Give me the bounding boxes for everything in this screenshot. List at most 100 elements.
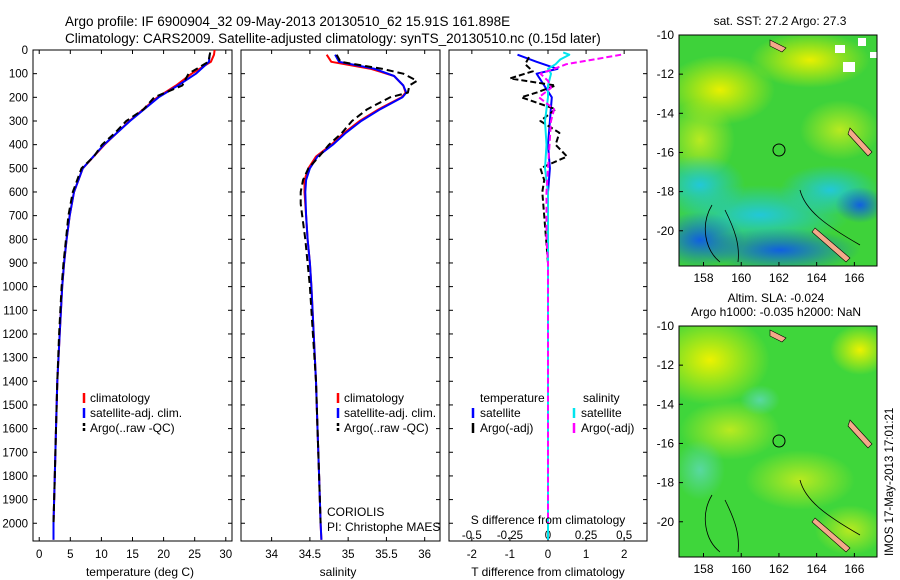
series-line-satellite-adj-clim bbox=[304, 54, 408, 540]
legend-label: Argo(..raw -QC) bbox=[344, 421, 429, 435]
series-line-satellite-adj-clim bbox=[52, 54, 211, 540]
salinity-profile-chart: 34 34.5 35 35.5 36 bbox=[265, 50, 431, 561]
series-line-salinity-satellite bbox=[544, 51, 571, 540]
depth-tick-label: 1300 bbox=[2, 353, 28, 365]
x-tick-label: 35 bbox=[342, 549, 355, 561]
legend-label: Argo(-adj) bbox=[480, 421, 533, 435]
s-tick-label: 0.25 bbox=[575, 530, 597, 542]
x-tick-label: 35.5 bbox=[375, 549, 397, 561]
difference-profile-chart: -2 -1 0 1 2-0.5 -0.25 0 0.25 0.5 bbox=[462, 50, 632, 561]
map-y-tick-label: -18 bbox=[657, 185, 675, 199]
legend-label: satellite-adj. clim. bbox=[344, 406, 436, 420]
depth-tick-label: 300 bbox=[9, 116, 28, 128]
difference-legend: temperature salinitysatelliteArgo(-adj)sa… bbox=[471, 391, 634, 435]
map-x-tick-label: 164 bbox=[807, 271, 827, 285]
depth-tick-label: 1100 bbox=[3, 305, 28, 317]
x-tick-label: 15 bbox=[126, 549, 139, 561]
depth-tick-label: 1500 bbox=[2, 400, 28, 412]
depth-axis-ticks: 0 100 200 300 400 500 600 700 800 900 1000 1100 1200… bbox=[2, 45, 647, 530]
map-y-tick-label: -20 bbox=[657, 224, 675, 238]
t-difference-xlabel: T difference from climatology bbox=[471, 565, 625, 579]
sla-map-title: Altim. SLA: -0.024 bbox=[728, 291, 825, 305]
map-y-tick-label: -14 bbox=[657, 397, 675, 411]
depth-tick-label: 700 bbox=[9, 211, 28, 223]
depth-tick-label: 900 bbox=[9, 258, 28, 270]
temperature-profile-chart: 0 5 10 15 20 25 30 bbox=[36, 49, 232, 561]
legend-label: satellite bbox=[480, 406, 521, 420]
depth-tick-label: 2000 bbox=[2, 518, 28, 530]
sla-map-frame bbox=[678, 325, 878, 558]
map-y-tick-label: -14 bbox=[657, 106, 675, 120]
credit-pi: PI: Christophe MAES bbox=[327, 520, 440, 534]
sst-map-ticks: 158 160 162 164 166 -10 -12 -14 -16 -18 -20 bbox=[657, 28, 865, 285]
map-x-tick-label: 164 bbox=[807, 562, 827, 576]
legend-label: satellite-adj. clim. bbox=[90, 406, 182, 420]
salinity-xlabel: salinity bbox=[320, 565, 357, 579]
figure-title-line2: Climatology: CARS2009. Satellite-adjuste… bbox=[65, 31, 601, 46]
legend-label: Argo(-adj) bbox=[581, 421, 634, 435]
depth-tick-label: 1600 bbox=[2, 424, 28, 436]
depth-tick-label: 1000 bbox=[2, 282, 28, 294]
depth-tick-label: 800 bbox=[9, 234, 28, 246]
s-tick-label: 0.5 bbox=[616, 530, 632, 542]
map-y-tick-label: -10 bbox=[657, 319, 675, 333]
map-x-tick-label: 166 bbox=[844, 562, 864, 576]
x-tick-label: 34 bbox=[265, 549, 278, 561]
legend-label: climatology bbox=[344, 391, 404, 405]
depth-tick-label: 100 bbox=[9, 69, 28, 81]
x-tick-label: -1 bbox=[505, 549, 515, 561]
map-y-tick-label: -16 bbox=[657, 145, 675, 159]
x-tick-label: 2 bbox=[621, 549, 627, 561]
series-line-salinity-argo-adj bbox=[537, 53, 622, 524]
sla-map-subtitle: Argo h1000: -0.035 h2000: NaN bbox=[691, 305, 861, 319]
x-tick-label: 30 bbox=[219, 549, 232, 561]
depth-tick-label: 200 bbox=[9, 92, 28, 104]
map-y-tick-label: -12 bbox=[657, 67, 675, 81]
imos-timestamp: IMOS 17-May-2013 17:01:21 bbox=[884, 408, 896, 556]
depth-tick-label: 1800 bbox=[2, 471, 28, 483]
temperature-xlabel: temperature (deg C) bbox=[86, 565, 194, 579]
x-tick-label: -2 bbox=[467, 549, 477, 561]
legend-label: satellite bbox=[581, 406, 622, 420]
legend-label: Argo(..raw -QC) bbox=[90, 421, 175, 435]
map-y-tick-label: -16 bbox=[657, 436, 675, 450]
depth-tick-label: 1900 bbox=[2, 495, 28, 507]
map-x-tick-label: 158 bbox=[693, 562, 713, 576]
s-tick-label: -0.25 bbox=[497, 530, 523, 542]
x-tick-label: 10 bbox=[95, 549, 108, 561]
legend-title-salinity: salinity bbox=[583, 391, 620, 405]
series-line-argo-raw-qc bbox=[52, 52, 212, 524]
map-y-tick-label: -12 bbox=[657, 358, 675, 372]
figure-title-line1: Argo profile: IF 6900904_32 09-May-2013 … bbox=[65, 14, 510, 29]
sst-map-title: sat. SST: 27.2 Argo: 27.3 bbox=[714, 14, 847, 28]
legend-label: climatology bbox=[90, 391, 150, 405]
map-y-tick-label: -10 bbox=[657, 28, 675, 42]
map-x-tick-label: 166 bbox=[844, 271, 864, 285]
legend-title-temperature: temperature bbox=[480, 391, 545, 405]
depth-tick-label: 500 bbox=[9, 163, 28, 175]
depth-tick-label: 0 bbox=[22, 45, 28, 57]
series-line-temperature-argo-adj bbox=[508, 56, 568, 524]
x-tick-label: 1 bbox=[583, 549, 589, 561]
sst-map bbox=[679, 35, 877, 266]
map-x-tick-label: 162 bbox=[769, 562, 789, 576]
sla-map-ticks: 158 160 162 164 166 -10 -12 -14 -16 -18 -20 bbox=[657, 319, 865, 576]
s-tick-label: -0.5 bbox=[462, 530, 482, 542]
temperature-axes-frame bbox=[32, 49, 233, 542]
map-y-tick-label: -20 bbox=[657, 515, 675, 529]
x-tick-label: 34.5 bbox=[299, 549, 321, 561]
x-tick-label: 5 bbox=[67, 549, 73, 561]
x-tick-label: 25 bbox=[188, 549, 201, 561]
map-x-tick-label: 160 bbox=[731, 271, 751, 285]
depth-tick-label: 600 bbox=[9, 187, 28, 199]
depth-tick-label: 1700 bbox=[2, 447, 28, 459]
map-x-tick-label: 160 bbox=[731, 562, 751, 576]
credit-institution: CORIOLIS bbox=[327, 505, 384, 519]
x-tick-label: 0 bbox=[36, 549, 42, 561]
x-tick-label: 36 bbox=[418, 549, 431, 561]
x-tick-label: 0 bbox=[545, 549, 551, 561]
map-x-tick-label: 158 bbox=[693, 271, 713, 285]
map-y-tick-label: -18 bbox=[657, 476, 675, 490]
